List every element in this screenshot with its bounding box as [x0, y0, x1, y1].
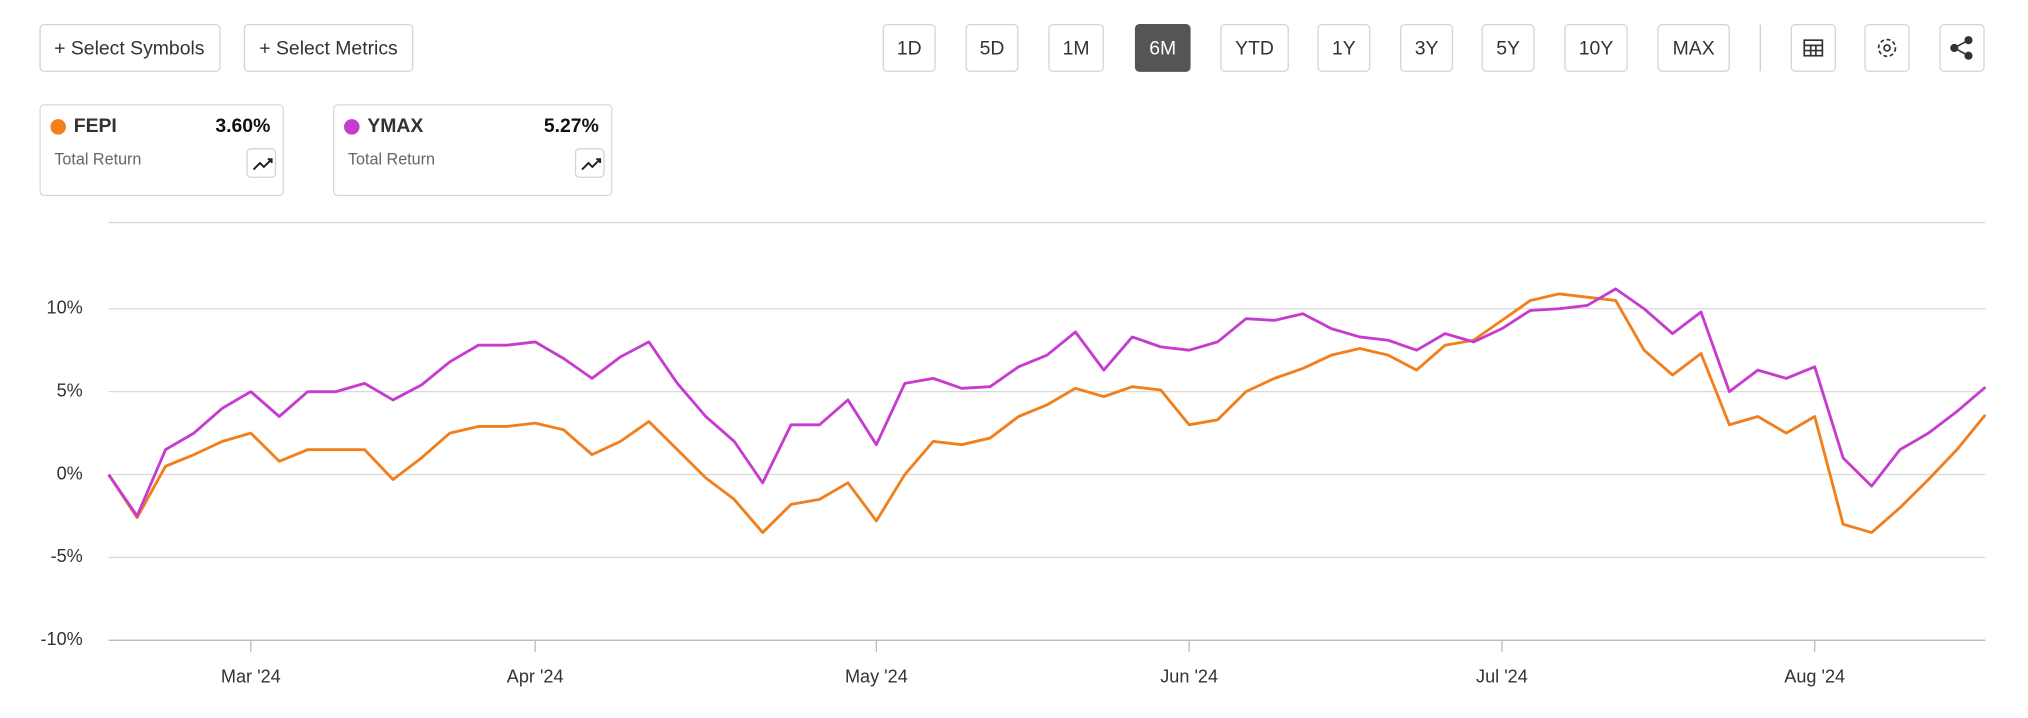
settings-button[interactable]: [1864, 24, 1910, 72]
range-button[interactable]: [1048, 24, 1104, 72]
range-label: YTD: [1235, 37, 1274, 59]
range-label: 5Y: [1496, 37, 1520, 59]
plot-area: -10% -5% 0% 5% 10% Mar '24 Apr '24 May '24 Jun '…: [41, 221, 1987, 687]
y-tick-label: -5%: [51, 546, 83, 566]
legend-name: YMAX: [367, 115, 423, 137]
legend-name: FEPI: [74, 115, 117, 137]
share-button[interactable]: [1939, 24, 1985, 72]
select-metrics-button[interactable]: [243, 24, 414, 72]
range-button[interactable]: [1481, 24, 1535, 72]
range-button[interactable]: [1317, 24, 1371, 72]
y-tick-label: 5%: [57, 380, 83, 400]
x-tick-label: Mar '24: [221, 667, 281, 687]
x-tick-label: Aug '24: [1784, 667, 1845, 687]
settings-icon: [1877, 38, 1897, 58]
range-button[interactable]: [882, 24, 936, 72]
trend-icon: [581, 158, 602, 171]
x-tick-label: Jul '24: [1476, 667, 1528, 687]
range-label: 1D: [897, 37, 922, 59]
range-label: 1Y: [1332, 37, 1356, 59]
legend-caption: Total Return: [348, 151, 435, 169]
x-tick-label: Apr '24: [507, 667, 564, 687]
range-button[interactable]: [1134, 24, 1191, 72]
range-buttons: 1D 5D 1M 6M YTD 1Y 3Y 5Y 10Y MAX: [882, 24, 1730, 72]
legend-card: [39, 104, 284, 197]
trend-icon: [252, 158, 273, 171]
range-button[interactable]: [1220, 24, 1289, 72]
range-label: 5D: [980, 37, 1005, 59]
table-button[interactable]: [1790, 24, 1836, 72]
select-symbols-button[interactable]: [39, 24, 221, 72]
range-button[interactable]: [1564, 24, 1628, 72]
y-tick-label: -10%: [41, 629, 83, 649]
series-line: [107, 292, 1987, 534]
range-label: 3Y: [1415, 37, 1439, 59]
select-metrics-label: + Select Metrics: [259, 37, 397, 59]
range-button[interactable]: [965, 24, 1019, 72]
x-tick-label: Jun '24: [1160, 667, 1218, 687]
y-tick-label: 10%: [47, 298, 83, 318]
range-label: 6M: [1149, 37, 1176, 59]
range-label: MAX: [1673, 37, 1715, 59]
legend-swatch: [50, 119, 66, 135]
legend-value: 3.60%: [215, 115, 270, 137]
legend: FEPI 3.60% Total Return YMAX 5.27% Total Retu…: [39, 104, 613, 197]
range-button[interactable]: [1400, 24, 1454, 72]
legend-swatch: [344, 119, 360, 135]
table-icon: [1803, 39, 1824, 57]
share-icon: [1950, 36, 1973, 60]
select-symbols-label: + Select Symbols: [54, 37, 204, 59]
legend-caption: Total Return: [54, 151, 141, 169]
y-tick-label: 0%: [57, 463, 83, 483]
legend-card: [333, 104, 613, 197]
range-button[interactable]: [1657, 24, 1730, 72]
x-tick-label: May '24: [845, 667, 908, 687]
series-line: [107, 287, 1987, 518]
range-label: 10Y: [1579, 37, 1614, 59]
legend-value: 5.27%: [544, 115, 599, 137]
range-label: 1M: [1063, 37, 1090, 59]
